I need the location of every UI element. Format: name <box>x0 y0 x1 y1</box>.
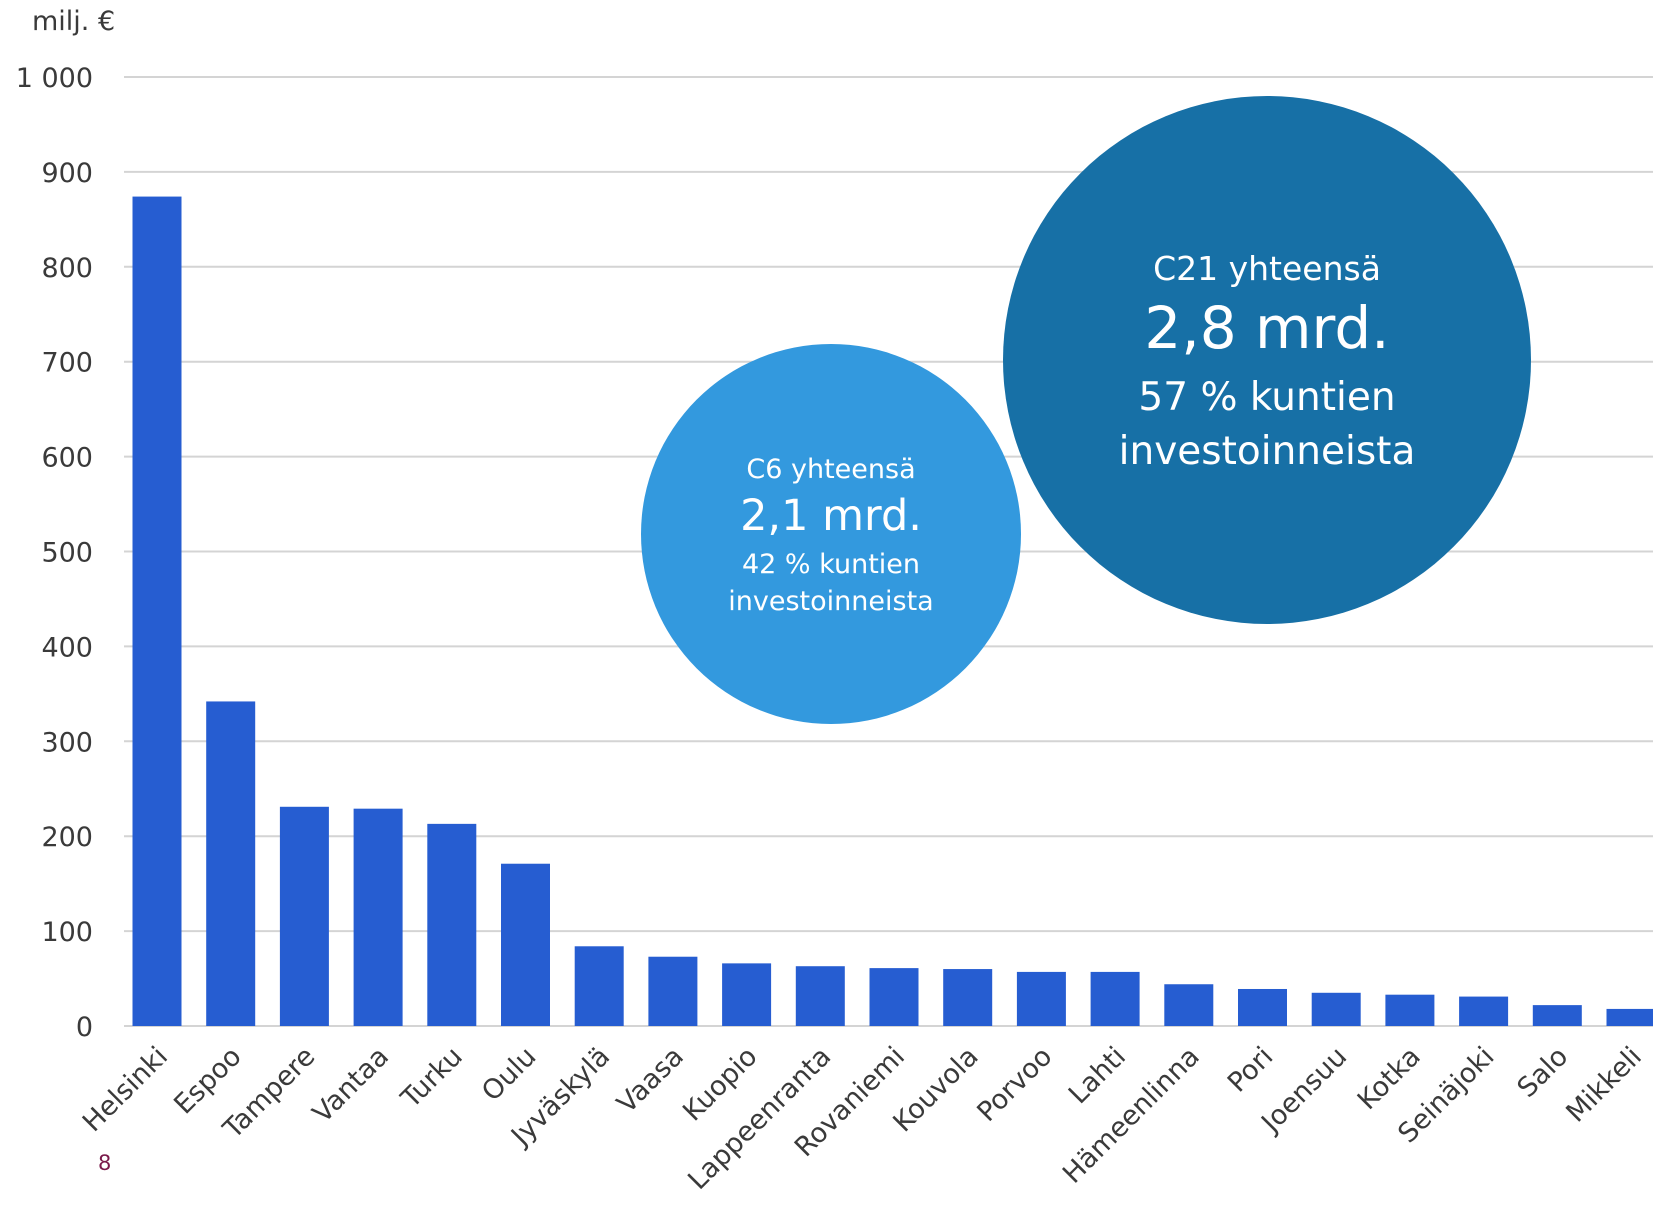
bar-porvoo <box>1016 971 1066 1026</box>
c21-bubble-circle <box>1003 96 1531 624</box>
bar-turku <box>427 823 477 1026</box>
bar-pori <box>1238 988 1287 1026</box>
y-tick-label: 900 <box>41 158 93 189</box>
bar-joensuu <box>1311 992 1361 1026</box>
c6-bubble-circle <box>641 344 1021 724</box>
bar-kuopio <box>722 963 772 1026</box>
y-tick-label: 400 <box>41 632 93 663</box>
y-tick-label: 500 <box>41 538 93 569</box>
bars <box>132 196 1653 1027</box>
bar-lahti <box>1090 971 1140 1026</box>
c21-bubble-label: C21 yhteensä <box>1153 249 1381 288</box>
bar-espoo <box>206 701 256 1026</box>
bar-lappeenranta <box>795 966 845 1026</box>
bar-vaasa <box>648 956 698 1026</box>
bar-seinäjoki <box>1459 996 1509 1026</box>
c6-bubble-share: 42 % kuntien <box>742 549 920 580</box>
x-tick-label: Oulu <box>476 1041 542 1107</box>
c21-total-bubble: C21 yhteensä 2,8 mrd. 57 % kuntien inves… <box>1003 96 1531 624</box>
c6-bubble-value: 2,1 mrd. <box>740 491 922 541</box>
bar-jyväskylä <box>574 946 624 1026</box>
x-tick-label: Pori <box>1222 1041 1280 1099</box>
y-tick-label: 100 <box>41 917 93 948</box>
x-tick-label: Vantaa <box>307 1041 395 1129</box>
bar-kotka <box>1385 994 1435 1026</box>
x-tick-label: Salo <box>1512 1041 1575 1104</box>
y-tick-label: 200 <box>41 822 93 853</box>
y-tick-label: 0 <box>76 1012 93 1043</box>
bar-mikkeli <box>1606 1008 1653 1026</box>
c6-total-bubble: C6 yhteensä 2,1 mrd. 42 % kuntien invest… <box>641 344 1021 724</box>
bar-helsinki <box>132 196 182 1027</box>
x-tick-label: Lahti <box>1063 1041 1132 1110</box>
x-tick-label: Helsinki <box>77 1041 174 1138</box>
bar-oulu <box>501 863 550 1026</box>
y-tick-label: 1 000 <box>16 63 93 94</box>
y-tick-label: 700 <box>41 348 93 379</box>
bar-tampere <box>279 806 329 1026</box>
c6-bubble-share-suffix: investoinneista <box>728 586 933 617</box>
c21-bubble-share: 57 % kuntien <box>1138 375 1395 420</box>
bar-rovaniemi <box>869 968 919 1026</box>
x-tick-label: Mikkeli <box>1560 1041 1647 1128</box>
page-number: 8 <box>98 1151 111 1175</box>
x-tick-label: Turku <box>395 1041 469 1115</box>
y-tick-label: 800 <box>41 253 93 284</box>
bar-vantaa <box>353 808 403 1026</box>
bar-hämeenlinna <box>1164 984 1214 1026</box>
y-axis-ticks: 0 100 200 300 400 500 600 700 800 900 1 000 <box>16 63 93 1043</box>
bar-salo <box>1532 1005 1582 1026</box>
c21-bubble-value: 2,8 mrd. <box>1144 294 1389 362</box>
x-tick-label: Porvoo <box>971 1041 1058 1128</box>
y-tick-label: 300 <box>41 727 93 758</box>
x-tick-label: Vaasa <box>611 1041 690 1120</box>
c6-bubble-label: C6 yhteensä <box>746 454 915 485</box>
y-tick-label: 600 <box>41 443 93 474</box>
bar-kouvola <box>943 969 993 1026</box>
y-axis-unit-label: milj. € <box>32 6 115 37</box>
c21-bubble-share-suffix: investoinneista <box>1119 429 1416 474</box>
